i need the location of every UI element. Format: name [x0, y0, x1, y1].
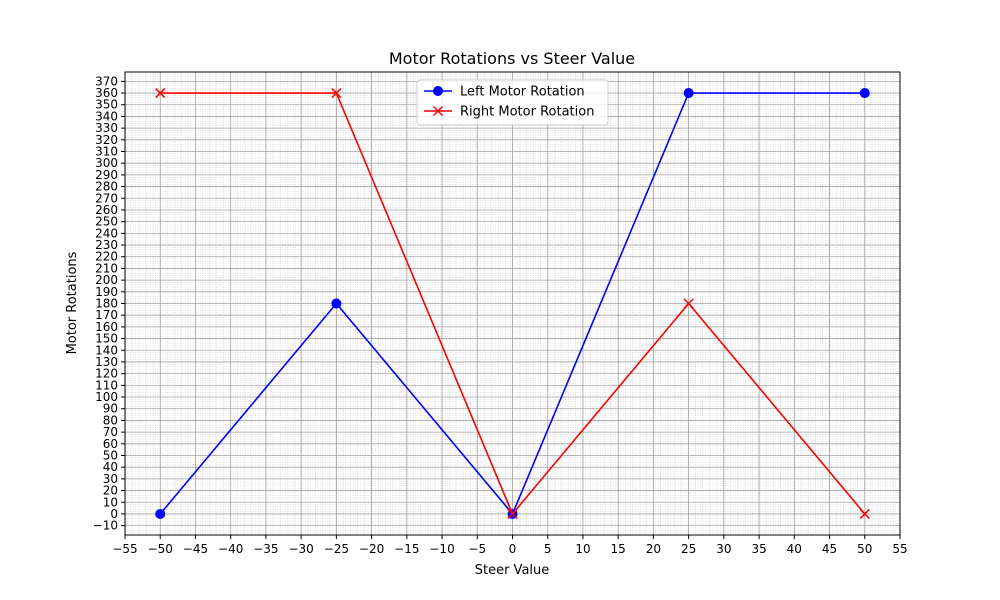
- y-tick-label: 130: [95, 355, 118, 369]
- data-point-left-motor-rotation: [859, 88, 870, 99]
- y-tick-label: 10: [103, 495, 118, 509]
- y-tick-label: 370: [95, 74, 118, 88]
- x-tick-label: 30: [716, 542, 731, 556]
- x-tick-label: −30: [288, 542, 313, 556]
- legend-item-right-motor-rotation: Right Motor Rotation: [424, 105, 594, 120]
- x-marker-stroke: [155, 88, 166, 99]
- x-tick-label: −55: [112, 542, 137, 556]
- legend-label: Left Motor Rotation: [460, 85, 585, 100]
- y-tick-label: 40: [103, 460, 118, 474]
- series-layer: [155, 88, 870, 519]
- x-marker-stroke: [507, 508, 518, 519]
- y-tick-label: 30: [103, 472, 118, 486]
- x-tick-label: 10: [575, 542, 590, 556]
- data-point-right-motor-rotation: [507, 508, 518, 519]
- x-marker-stroke: [331, 88, 342, 99]
- x-tick-label: 40: [787, 542, 802, 556]
- y-tick-label: 50: [103, 448, 118, 462]
- series-right-motor-rotation: [155, 88, 870, 519]
- y-tick-label: 270: [95, 191, 118, 205]
- y-tick-label: 160: [95, 320, 118, 334]
- x-tick-label: −40: [218, 542, 243, 556]
- legend: Left Motor Rotation Right Motor Rotation: [416, 79, 609, 126]
- x-tick-label: −20: [359, 542, 384, 556]
- x-tick-label: 15: [611, 542, 626, 556]
- x-tick-label: 45: [822, 542, 837, 556]
- y-tick-label: 250: [95, 215, 118, 229]
- y-tick-label: 300: [95, 156, 118, 170]
- x-tick-label: −15: [394, 542, 419, 556]
- y-tick-label: 90: [103, 402, 118, 416]
- x-axis-ticks: −55 −50 −45 −40 −35 −30 −25 −20 −15 −10 −5 0 5 10 15 20…: [112, 535, 908, 556]
- y-tick-label: −10: [93, 519, 118, 533]
- data-point-left-motor-rotation: [155, 508, 166, 519]
- x-tick-label: −25: [324, 542, 349, 556]
- data-point-left-motor-rotation: [683, 88, 694, 99]
- legend-box: [416, 79, 609, 126]
- y-tick-label: 140: [95, 343, 118, 357]
- y-tick-label: 210: [95, 261, 118, 275]
- y-tick-label: 20: [103, 484, 118, 498]
- x-marker-stroke: [859, 508, 870, 519]
- x-tick-label: 20: [646, 542, 661, 556]
- y-tick-label: 260: [95, 203, 118, 217]
- y-tick-label: 280: [95, 180, 118, 194]
- legend-label: Right Motor Rotation: [460, 105, 594, 120]
- y-tick-label: 70: [103, 425, 118, 439]
- x-axis-label: Steer Value: [475, 563, 550, 578]
- x-tick-label: 50: [857, 542, 872, 556]
- x-tick-label: 25: [681, 542, 696, 556]
- y-tick-label: 360: [95, 86, 118, 100]
- y-tick-label: 150: [95, 332, 118, 346]
- y-tick-label: 110: [95, 378, 118, 392]
- y-tick-label: 220: [95, 250, 118, 264]
- y-tick-label: 0: [110, 507, 118, 521]
- legend-marker: [432, 105, 444, 117]
- x-marker-stroke: [432, 105, 444, 117]
- y-tick-label: 240: [95, 226, 118, 240]
- x-tick-label: −5: [468, 542, 486, 556]
- y-tick-label: 120: [95, 367, 118, 381]
- y-tick-label: 230: [95, 238, 118, 252]
- y-tick-label: 350: [95, 98, 118, 112]
- data-point-right-motor-rotation: [155, 88, 166, 99]
- y-tick-label: 60: [103, 437, 118, 451]
- data-point-right-motor-rotation: [331, 88, 342, 99]
- x-tick-label: 55: [892, 542, 907, 556]
- major-grid: [124, 72, 901, 535]
- x-tick-label: 0: [509, 542, 517, 556]
- y-tick-label: 80: [103, 413, 118, 427]
- y-tick-label: 200: [95, 273, 118, 287]
- y-tick-label: 100: [95, 390, 118, 404]
- chart-title: Motor Rotations vs Steer Value: [389, 49, 635, 68]
- data-point-left-motor-rotation: [331, 298, 342, 309]
- y-tick-label: 320: [95, 133, 118, 147]
- y-tick-label: 330: [95, 121, 118, 135]
- x-tick-label: −45: [183, 542, 208, 556]
- y-axis-label: Motor Rotations: [65, 251, 80, 354]
- x-tick-label: 35: [751, 542, 766, 556]
- y-tick-label: 310: [95, 145, 118, 159]
- y-tick-label: 170: [95, 308, 118, 322]
- x-tick-label: 5: [544, 542, 552, 556]
- x-tick-label: −10: [429, 542, 454, 556]
- x-tick-label: −50: [148, 542, 173, 556]
- x-tick-label: −35: [253, 542, 278, 556]
- y-tick-label: 290: [95, 168, 118, 182]
- legend-marker: [433, 86, 443, 96]
- legend-item-left-motor-rotation: Left Motor Rotation: [424, 85, 585, 100]
- data-point-right-motor-rotation: [859, 508, 870, 519]
- x-marker-stroke: [683, 298, 694, 309]
- y-axis-ticks: −100102030405060708090100110120130140150…: [93, 74, 125, 533]
- y-tick-label: 340: [95, 109, 118, 123]
- y-tick-label: 190: [95, 285, 118, 299]
- y-tick-label: 180: [95, 297, 118, 311]
- data-point-right-motor-rotation: [683, 298, 694, 309]
